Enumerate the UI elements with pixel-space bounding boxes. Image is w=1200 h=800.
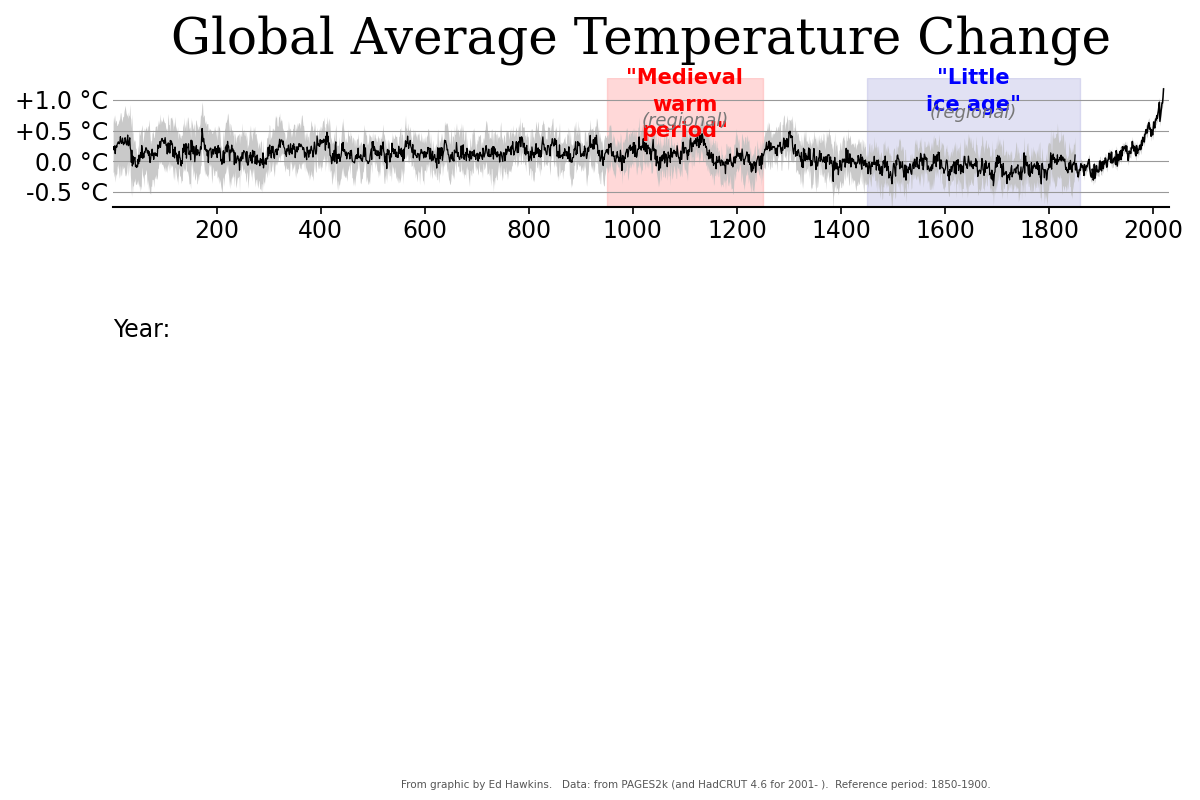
Bar <box>866 78 1080 207</box>
Title: Global Average Temperature Change: Global Average Temperature Change <box>170 15 1111 65</box>
Text: "Medieval
warm
period": "Medieval warm period" <box>626 68 743 141</box>
Text: "Little
ice age": "Little ice age" <box>926 68 1021 114</box>
Text: (regional): (regional) <box>930 104 1018 122</box>
Bar <box>607 78 763 207</box>
Text: From graphic by Ed Hawkins.   Data: from PAGES2k (and HadCRUT 4.6 for 2001- ).  : From graphic by Ed Hawkins. Data: from P… <box>401 781 991 790</box>
Text: (regional): (regional) <box>641 112 728 130</box>
Text: Year:: Year: <box>113 318 170 342</box>
